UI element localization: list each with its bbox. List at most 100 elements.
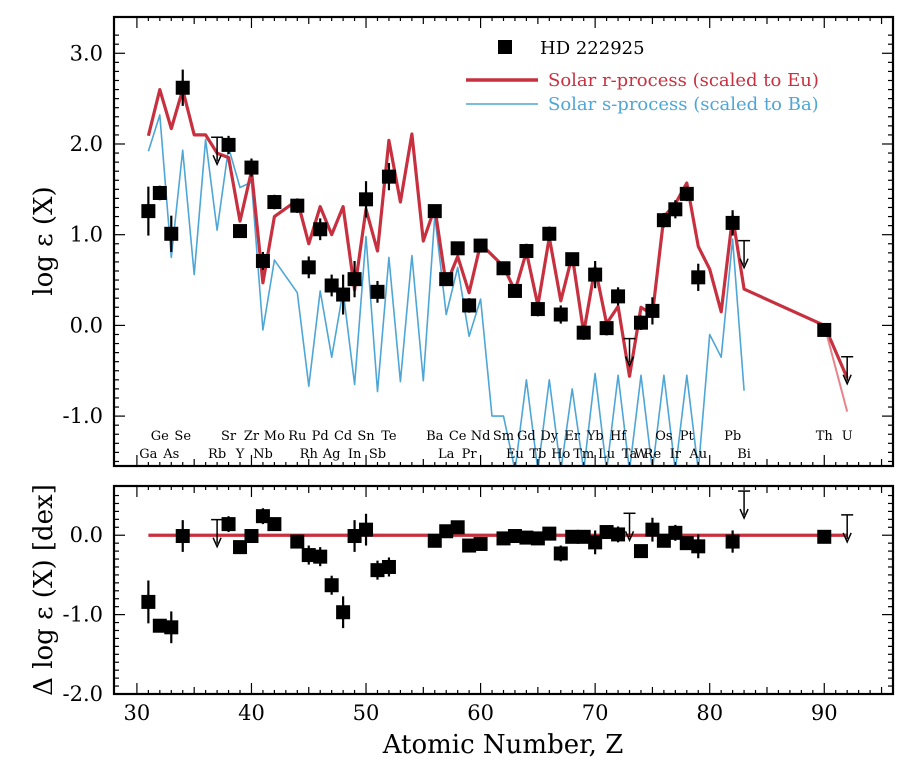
residual-point-39 bbox=[233, 540, 248, 555]
residual-points bbox=[141, 490, 854, 644]
data-point-77 bbox=[668, 202, 683, 217]
element-label-Se: Se bbox=[174, 429, 191, 444]
observed-points bbox=[141, 69, 854, 386]
data-point-75 bbox=[645, 303, 660, 318]
data-point-74 bbox=[633, 315, 648, 330]
top-y-axis-title: log ε (X) bbox=[29, 186, 59, 295]
element-label-Te: Te bbox=[381, 429, 397, 444]
data-point-68 bbox=[565, 252, 580, 267]
residual-point-33 bbox=[164, 620, 179, 635]
element-label-Os: Os bbox=[655, 429, 672, 444]
residual-point-75 bbox=[645, 522, 660, 537]
limit-arrowhead bbox=[842, 532, 852, 544]
residual-point-76 bbox=[656, 533, 671, 548]
top-panel: Ge Se Sr Zr Mo Ru Pd Cd Sn Te Ba Ce Nd Sm Gd Dy Er Yb Hf Os… bbox=[29, 15, 895, 468]
solar-r-process-path bbox=[146, 87, 849, 379]
element-label-Eu: Eu bbox=[506, 447, 524, 462]
upper-limit-83 bbox=[738, 239, 751, 270]
solar-s-process-line bbox=[147, 114, 745, 466]
upper-limit-73 bbox=[623, 337, 636, 368]
element-label-Re: Re bbox=[644, 447, 662, 462]
y-tick-label: 0.0 bbox=[70, 313, 103, 337]
element-label-Pd: Pd bbox=[312, 429, 329, 444]
residual-point-34 bbox=[175, 529, 190, 544]
residual-point-72 bbox=[611, 527, 626, 542]
element-label-Ru: Ru bbox=[288, 429, 306, 444]
limit-arrowhead bbox=[624, 530, 635, 543]
data-point-51 bbox=[370, 284, 385, 299]
residual-point-50 bbox=[359, 522, 374, 537]
data-point-62 bbox=[496, 261, 511, 276]
residual-point-77 bbox=[668, 525, 683, 540]
data-point-46 bbox=[313, 222, 328, 237]
x-tick-label: 30 bbox=[124, 701, 151, 725]
residual-point-48 bbox=[336, 605, 351, 620]
element-label-Cd: Cd bbox=[334, 429, 352, 444]
y-tick-label: 3.0 bbox=[70, 41, 103, 65]
residual-point-71 bbox=[599, 525, 614, 540]
residual-point-82 bbox=[725, 534, 740, 549]
element-label-Ag: Ag bbox=[322, 447, 341, 462]
residual-point-44 bbox=[290, 534, 305, 549]
element-label-Mo: Mo bbox=[264, 429, 285, 444]
element-label-Ga: Ga bbox=[139, 447, 157, 462]
element-label-Pr: Pr bbox=[462, 447, 478, 462]
data-point-67 bbox=[553, 307, 568, 322]
element-label-In: In bbox=[348, 447, 362, 462]
element-label-Y: Y bbox=[235, 447, 245, 462]
x-tick-label: 80 bbox=[696, 701, 723, 725]
element-label-Tm: Tm bbox=[573, 447, 594, 462]
residual-point-57 bbox=[439, 524, 454, 539]
element-label-Ge: Ge bbox=[151, 429, 169, 444]
data-point-71 bbox=[599, 321, 614, 336]
residual-upper-limit-73 bbox=[623, 512, 636, 543]
data-point-47 bbox=[324, 278, 339, 293]
y-tick-label: 2.0 bbox=[70, 132, 103, 156]
residual-point-70 bbox=[588, 535, 603, 550]
element-label-Ba: Ba bbox=[426, 429, 444, 444]
limit-arrowhead bbox=[739, 508, 749, 520]
data-point-34 bbox=[175, 80, 190, 95]
residual-upper-limit-92 bbox=[841, 514, 854, 544]
top-y-tick-labels: 3.0 2.0 1.0 0.0 -1.0 bbox=[63, 41, 104, 428]
bottom-y-axis-title: Δ log ε (X) [dex] bbox=[29, 484, 59, 696]
data-point-31 bbox=[141, 204, 156, 219]
x-tick-label: 70 bbox=[582, 701, 609, 725]
data-point-76 bbox=[656, 213, 671, 228]
limit-arrowhead bbox=[842, 374, 852, 386]
residual-point-68 bbox=[565, 529, 580, 544]
data-point-56 bbox=[427, 204, 442, 219]
data-point-64 bbox=[519, 244, 534, 259]
residual-point-46 bbox=[313, 549, 328, 564]
residual-point-59 bbox=[462, 538, 477, 553]
data-point-44 bbox=[290, 198, 305, 213]
residual-point-40 bbox=[244, 529, 259, 544]
element-label-Sn: Sn bbox=[357, 429, 375, 444]
element-label-Au: Au bbox=[688, 447, 707, 462]
residual-point-41 bbox=[255, 509, 270, 524]
legend-marker-observed bbox=[498, 40, 512, 54]
data-point-66 bbox=[542, 226, 557, 241]
data-point-58 bbox=[450, 241, 465, 256]
element-label-Rh: Rh bbox=[300, 447, 319, 462]
y-tick-label: 1.0 bbox=[70, 223, 103, 247]
residual-point-90 bbox=[817, 529, 832, 544]
element-label-La: La bbox=[438, 447, 455, 462]
element-label-Sr: Sr bbox=[221, 429, 237, 444]
y-tick-label: -1.0 bbox=[63, 404, 104, 428]
limit-arrowhead bbox=[739, 258, 749, 270]
element-label-Ho: Ho bbox=[551, 447, 570, 462]
element-label-W: W bbox=[634, 447, 648, 462]
element-label-Dy: Dy bbox=[540, 429, 558, 444]
legend-label-s-process: Solar s-process (scaled to Ba) bbox=[548, 94, 819, 115]
residual-point-62 bbox=[496, 531, 511, 546]
data-point-38 bbox=[221, 137, 236, 152]
data-point-45 bbox=[301, 260, 316, 275]
element-label-Pb: Pb bbox=[724, 429, 741, 444]
element-label-Zr: Zr bbox=[244, 429, 260, 444]
legend-label-observed: HD 222925 bbox=[540, 38, 645, 59]
residual-point-47 bbox=[324, 578, 339, 593]
element-label-Tb: Tb bbox=[529, 447, 546, 462]
data-point-69 bbox=[576, 325, 591, 340]
